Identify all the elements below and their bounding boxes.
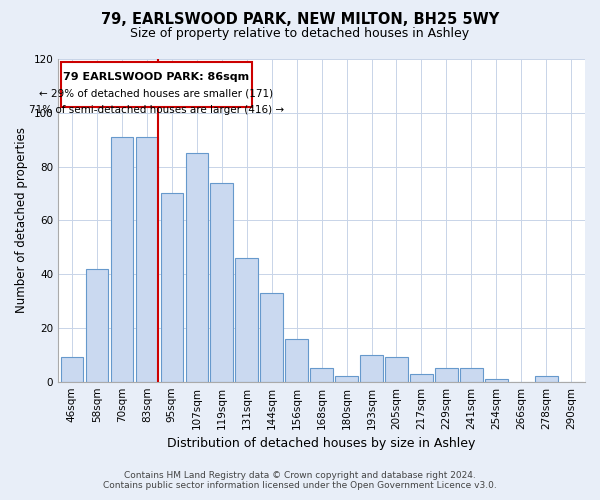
Text: 79 EARLSWOOD PARK: 86sqm: 79 EARLSWOOD PARK: 86sqm — [63, 72, 249, 83]
Bar — [136, 137, 158, 382]
Bar — [235, 258, 258, 382]
Bar — [385, 358, 408, 382]
Bar — [110, 137, 133, 382]
Bar — [360, 355, 383, 382]
Text: 79, EARLSWOOD PARK, NEW MILTON, BH25 5WY: 79, EARLSWOOD PARK, NEW MILTON, BH25 5WY — [101, 12, 499, 28]
Text: ← 29% of detached houses are smaller (171): ← 29% of detached houses are smaller (17… — [39, 88, 273, 99]
Bar — [211, 182, 233, 382]
X-axis label: Distribution of detached houses by size in Ashley: Distribution of detached houses by size … — [167, 437, 476, 450]
Bar — [286, 338, 308, 382]
Bar — [61, 358, 83, 382]
Text: Size of property relative to detached houses in Ashley: Size of property relative to detached ho… — [130, 28, 470, 40]
Text: Contains HM Land Registry data © Crown copyright and database right 2024.
Contai: Contains HM Land Registry data © Crown c… — [103, 470, 497, 490]
Bar — [460, 368, 482, 382]
Bar — [260, 293, 283, 382]
Text: 71% of semi-detached houses are larger (416) →: 71% of semi-detached houses are larger (… — [29, 104, 284, 115]
Bar — [485, 379, 508, 382]
Y-axis label: Number of detached properties: Number of detached properties — [15, 128, 28, 314]
Bar — [535, 376, 557, 382]
Bar — [435, 368, 458, 382]
Bar — [86, 268, 108, 382]
FancyBboxPatch shape — [61, 62, 251, 108]
Bar — [335, 376, 358, 382]
Bar — [185, 153, 208, 382]
Bar — [161, 194, 183, 382]
Bar — [410, 374, 433, 382]
Bar — [310, 368, 333, 382]
